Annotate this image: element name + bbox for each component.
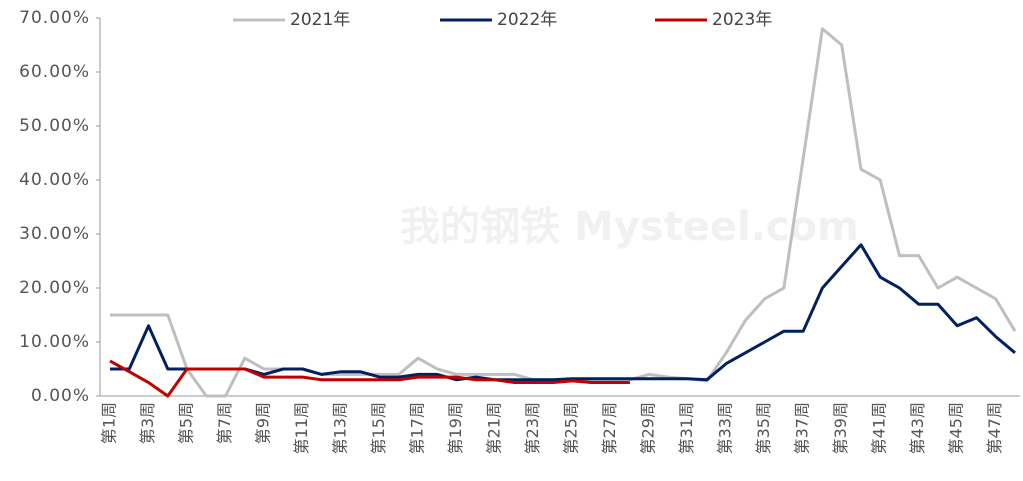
legend-label: 2021年 xyxy=(290,10,350,30)
y-tick-label: 10.00% xyxy=(19,332,90,352)
x-tick-label: 第29周 xyxy=(639,402,658,454)
x-tick-label: 第37周 xyxy=(793,402,812,454)
x-tick-label: 第23周 xyxy=(523,402,542,454)
legend-label: 2022年 xyxy=(497,10,557,30)
x-tick-label: 第33周 xyxy=(716,402,735,454)
x-tick-label: 第27周 xyxy=(600,402,619,454)
y-tick-label: 30.00% xyxy=(19,224,90,244)
x-tick-label: 第43周 xyxy=(908,402,927,454)
x-tick-label: 第39周 xyxy=(831,402,850,454)
x-tick-label: 第21周 xyxy=(485,402,504,454)
x-tick-label: 第19周 xyxy=(446,402,465,454)
y-tick-label: 40.00% xyxy=(19,170,90,190)
x-tick-label: 第3周 xyxy=(138,402,157,444)
x-tick-label: 第9周 xyxy=(254,402,273,444)
y-tick-label: 50.00% xyxy=(19,116,90,136)
x-tick-label: 第25周 xyxy=(562,402,581,454)
x-tick-label: 第41周 xyxy=(870,402,889,454)
x-tick-label: 第5周 xyxy=(177,402,196,444)
y-tick-label: 70.00% xyxy=(19,8,90,28)
x-tick-label: 第11周 xyxy=(292,402,311,454)
x-tick-label: 第7周 xyxy=(215,402,234,444)
y-tick-label: 60.00% xyxy=(19,62,90,82)
watermark: 我的钢铁 Mysteel.com xyxy=(400,204,859,250)
x-tick-label: 第15周 xyxy=(369,402,388,454)
x-tick-label: 第1周 xyxy=(100,402,119,444)
x-tick-label: 第31周 xyxy=(677,402,696,454)
x-tick-label: 第17周 xyxy=(408,402,427,454)
x-tick-label: 第45周 xyxy=(947,402,966,454)
x-tick-label: 第47周 xyxy=(985,402,1004,454)
series-line xyxy=(109,359,630,398)
legend-label: 2023年 xyxy=(712,10,772,30)
x-tick-label: 第35周 xyxy=(754,402,773,454)
x-tick-label: 第13周 xyxy=(331,402,350,454)
series-line xyxy=(110,243,1016,382)
y-tick-label: 0.00% xyxy=(31,386,90,406)
y-tick-label: 20.00% xyxy=(19,278,90,298)
